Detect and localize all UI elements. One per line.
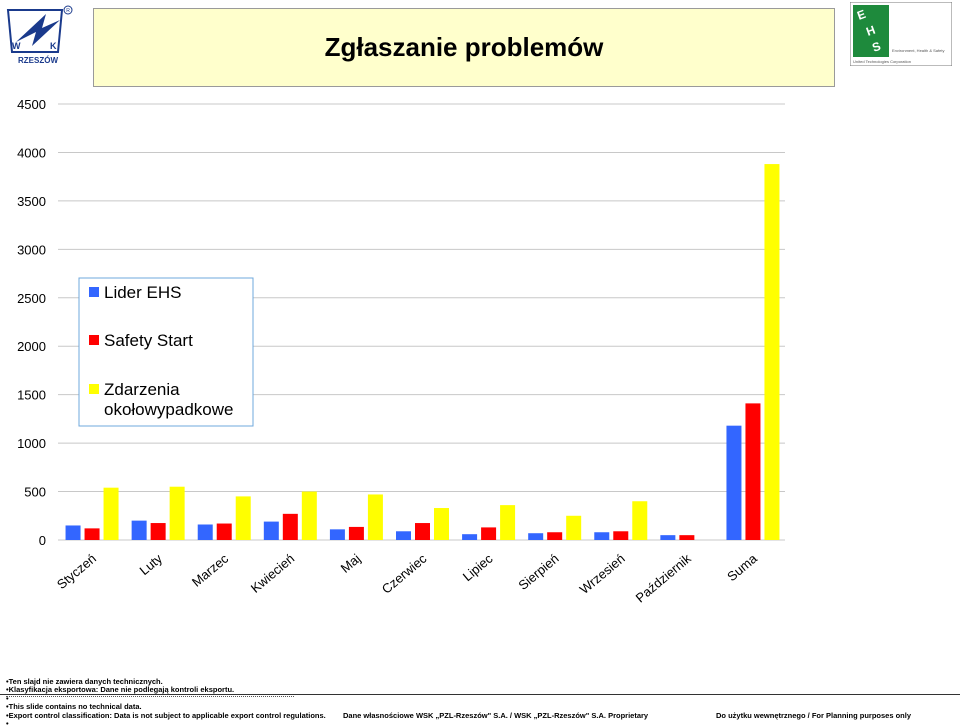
x-tick-label: Lipiec	[460, 550, 496, 584]
legend-swatch	[89, 335, 99, 345]
bar-safety-start	[282, 513, 298, 540]
x-tick-label: Czerwiec	[379, 550, 430, 596]
bar-safety-start	[613, 531, 629, 540]
legend-swatch	[89, 287, 99, 297]
svg-text:R: R	[66, 8, 70, 14]
page-title: Zgłaszanie problemów	[324, 32, 604, 62]
footer-proprietary: Dane własnościowe WSK „PZL-Rzeszów" S.A.…	[343, 711, 649, 720]
legend: Lider EHS Safety Start Zdarzeniaokołowypad…	[78, 277, 254, 427]
y-tick-label: 1500	[17, 388, 46, 403]
footer-line-5: •Export control classification: Data is …	[6, 711, 326, 720]
bar-safety-start	[679, 535, 695, 540]
footer-line-3: •	[6, 694, 9, 703]
bar-lider-ehs	[462, 534, 478, 540]
wsk-logo: R W K RZESZÓW	[2, 2, 76, 66]
title-box: Zgłaszanie problemów	[93, 8, 835, 87]
bar-safety-start	[150, 523, 166, 540]
bar-safety-start	[216, 523, 232, 540]
logo-right-caption: Environment, Health & Safety	[892, 48, 944, 53]
footer-line-4: •This slide contains no technical data.	[6, 702, 142, 711]
svg-text:W: W	[12, 41, 21, 51]
footer-planning: Do użytku wewnętrznego / For Planning pu…	[716, 711, 912, 720]
x-tick-label: Maj	[338, 551, 364, 576]
legend-swatch	[89, 384, 99, 394]
y-tick-label: 3500	[17, 194, 46, 209]
y-tick-label: 4000	[17, 145, 46, 160]
bar-safety-start	[348, 526, 364, 540]
bar-lider-ehs	[726, 425, 742, 540]
x-tick-label: Luty	[137, 550, 166, 578]
x-tick-label: Suma	[724, 550, 760, 584]
bar-zdarzenia-oko-owypadkowe	[169, 486, 185, 540]
bar-zdarzenia-oko-owypadkowe	[367, 494, 383, 540]
footer-line-1: •Ten slajd nie zawiera danych techniczny…	[6, 677, 163, 686]
bar-zdarzenia-oko-owypadkowe	[103, 487, 119, 540]
bar-zdarzenia-oko-owypadkowe	[566, 515, 582, 540]
footer-line-2: •Klasyfikacja eksportowa: Dane nie podle…	[6, 685, 235, 694]
legend-label: Lider EHS	[104, 283, 181, 302]
y-tick-label: 2500	[17, 291, 46, 306]
x-tick-label: Marzec	[189, 550, 232, 589]
y-tick-label: 1000	[17, 436, 46, 451]
bar-lider-ehs	[396, 531, 411, 540]
bar-lider-ehs	[594, 532, 610, 540]
bar-zdarzenia-oko-owypadkowe	[764, 164, 780, 540]
y-tick-label: 4500	[17, 97, 46, 112]
bar-safety-start	[547, 532, 563, 540]
x-tick-labels: Styczeń Luty Marzec Kwiecień Maj Czerwiec Lipi…	[54, 550, 761, 605]
bar-lider-ehs	[197, 524, 213, 540]
legend-box	[78, 277, 254, 427]
bar-chart: Styczeń Luty Marzec Kwiecień Maj Czerwiec Lipi…	[17, 97, 785, 605]
y-tick-labels: 0 500 1000 1500 2000 2500 3000 3500 4000 4500	[17, 97, 46, 548]
bar-safety-start	[84, 528, 100, 540]
x-tick-label: Październik	[633, 550, 695, 605]
bars	[65, 164, 780, 540]
bar-zdarzenia-oko-owypadkowe	[301, 491, 317, 540]
footer-dotted-rule	[6, 696, 294, 697]
bar-lider-ehs	[263, 521, 279, 540]
x-tick-label: Kwiecień	[248, 551, 298, 596]
bar-zdarzenia-oko-owypadkowe	[235, 496, 251, 540]
x-tick-label: Styczeń	[54, 551, 99, 592]
bar-zdarzenia-oko-owypadkowe	[632, 501, 648, 540]
bar-lider-ehs	[65, 525, 81, 540]
bar-lider-ehs	[528, 533, 544, 540]
y-tick-label: 500	[24, 485, 46, 500]
y-tick-label: 2000	[17, 339, 46, 354]
bar-safety-start	[481, 527, 497, 540]
bar-zdarzenia-oko-owypadkowe	[434, 508, 449, 540]
y-tick-label: 0	[39, 533, 46, 548]
bar-lider-ehs	[329, 529, 345, 540]
legend-label: okołowypadkowe	[104, 400, 233, 419]
legend-label: Safety Start	[104, 331, 193, 350]
ehs-logo: E H S Environment, Health & Safety Unite…	[849, 1, 953, 67]
footer: •Ten slajd nie zawiera danych techniczny…	[0, 676, 960, 728]
x-tick-label: Wrzesień	[577, 551, 628, 597]
bar-safety-start	[745, 403, 761, 540]
svg-text:K: K	[50, 41, 57, 51]
legend-label: Zdarzenia	[104, 380, 180, 399]
y-tick-label: 3000	[17, 242, 46, 257]
bar-zdarzenia-oko-owypadkowe	[500, 505, 516, 540]
logo-left-text: RZESZÓW	[18, 56, 58, 65]
footer-line-6: •	[6, 719, 9, 728]
bar-safety-start	[415, 523, 430, 540]
footer-rule	[0, 694, 960, 695]
logo-right-company: United Technologies Corporation	[853, 59, 911, 64]
x-tick-label: Sierpień	[515, 551, 561, 593]
bar-lider-ehs	[131, 520, 147, 540]
bar-lider-ehs	[660, 535, 676, 540]
